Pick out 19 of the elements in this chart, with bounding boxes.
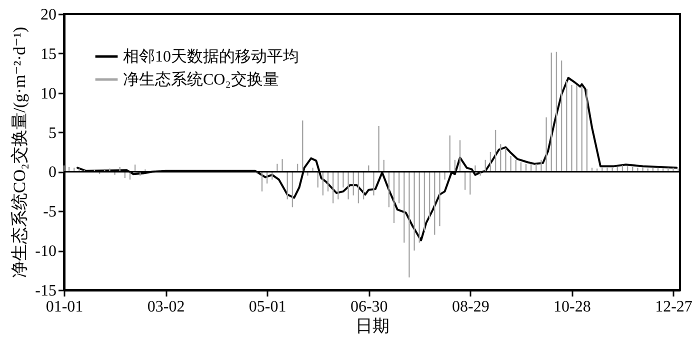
x-axis-title: 日期	[356, 316, 390, 336]
legend-label: 相邻10天数据的移动平均	[123, 48, 299, 66]
y-tick-label: 10	[40, 85, 56, 102]
x-tick-label: 01-01	[46, 298, 84, 316]
y-tick-label: 15	[40, 46, 56, 63]
y-tick-label: 20	[40, 6, 56, 24]
y-tick-label: -15	[35, 282, 56, 300]
y-tick-label: -5	[43, 204, 56, 221]
x-tick-label: 10-28	[554, 298, 591, 316]
x-tick-label: 08-29	[452, 298, 490, 316]
x-tick-label: 12-27	[655, 298, 692, 316]
x-tick-label: 05-01	[248, 298, 286, 316]
y-tick-label: 5	[48, 124, 56, 142]
x-tick-label: 06-30	[350, 298, 388, 316]
x-tick-label: 03-02	[147, 298, 185, 316]
y-axis-title: 净生态系统CO₂交换量/(g·m⁻²·d⁻¹)	[10, 26, 30, 278]
legend-label: 净生态系统CO₂交换量	[123, 70, 279, 88]
y-tick-label: 0	[48, 164, 56, 182]
y-tick-label: -10	[35, 243, 56, 260]
